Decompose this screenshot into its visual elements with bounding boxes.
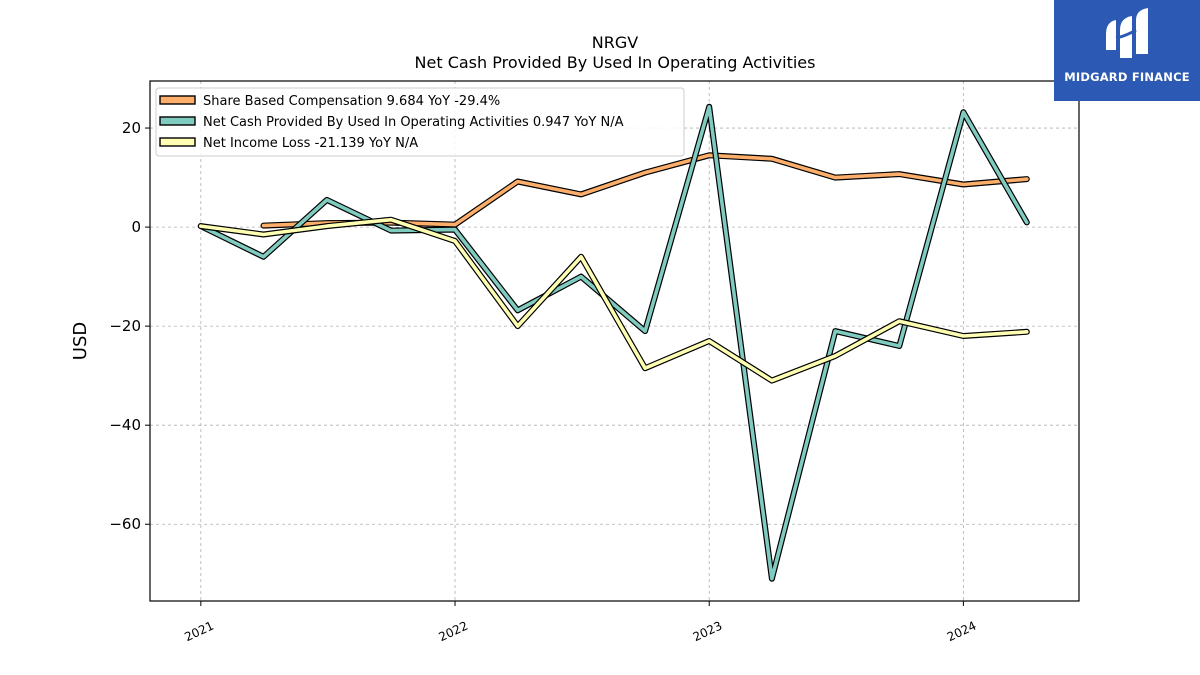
y-axis: 20 0 −20 −40 −60 [109,119,150,533]
x-tick-label: 2023 [691,619,725,645]
series-3-line [199,217,1029,383]
plot-frame [149,80,1080,602]
brand-logo: MIDGARD FINANCE [1054,0,1200,101]
series-layer [197,103,1030,582]
legend-swatch [159,95,196,105]
x-tick-label: 2021 [182,619,216,645]
series-3-outline [197,216,1030,384]
legend-entry-label: Net Income Loss -21.139 YoY N/A [203,136,418,151]
series-1-line [261,153,1029,228]
y-tick-label: −40 [109,416,141,434]
y-tick-label: 20 [122,119,141,137]
logo-text: MIDGARD FINANCE [1064,70,1190,84]
chart-title: NRGV [592,33,638,52]
legend-entry-label: Share Based Compensation 9.684 YoY -29.4… [203,94,500,109]
y-tick-label: −60 [109,515,141,533]
y-axis-label: USD [70,322,91,360]
legend-entry-label: Net Cash Provided By Used In Operating A… [203,115,624,130]
series-1-outline [260,152,1030,229]
y-tick-label: −20 [109,317,141,335]
legend: Share Based Compensation 9.684 YoY -29.4… [155,87,685,157]
x-axis: 2021 2022 2023 2024 [182,601,979,645]
x-tick-label: 2022 [437,619,471,645]
series-2-line [199,105,1029,581]
logo-mark-icon [1106,8,1148,58]
chart-subtitle: Net Cash Provided By Used In Operating A… [415,53,816,72]
legend-box [155,87,685,157]
grid [150,81,1079,601]
x-tick-label: 2024 [945,619,979,645]
legend-swatch [159,137,196,147]
legend-swatch [159,116,196,126]
y-tick-label: 0 [131,218,141,236]
